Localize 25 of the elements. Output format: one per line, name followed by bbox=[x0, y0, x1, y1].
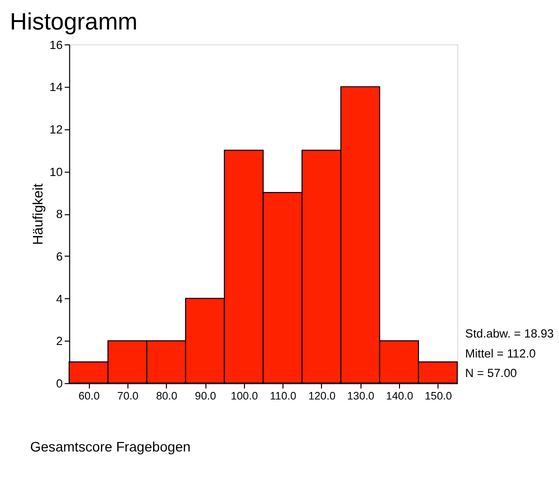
x-tick-label: 110.0 bbox=[270, 390, 296, 402]
x-tick-label: 70.0 bbox=[117, 390, 138, 402]
x-tick-label: 140.0 bbox=[386, 390, 414, 402]
x-tick-label: 90.0 bbox=[194, 390, 216, 402]
text: Std.abw. = 18.93 bbox=[465, 326, 554, 341]
y-tick-label: 16 bbox=[50, 38, 64, 52]
y-tick-label: 6 bbox=[56, 250, 64, 264]
y-tick-label: 8 bbox=[56, 207, 64, 222]
x-tick-label: 60.0 bbox=[78, 390, 100, 402]
y-tick-label: 10 bbox=[50, 164, 64, 179]
x-tick-label: 100.0 bbox=[230, 390, 258, 402]
x-tick-label: 80.0 bbox=[156, 390, 178, 402]
y-tick-label: 2 bbox=[56, 334, 63, 348]
y-axis-title: Häufigkeit bbox=[30, 183, 46, 245]
x-axis-title: Gesamtscore Fragebogen bbox=[30, 438, 191, 455]
text: N = 57.00 bbox=[465, 366, 518, 380]
text: Mittel = 112.0 bbox=[465, 346, 536, 360]
y-tick-label: 4 bbox=[56, 292, 64, 306]
y-tick-label: 12 bbox=[50, 122, 63, 136]
chart-title: Histogramm bbox=[10, 10, 138, 36]
y-tick-label: 0 bbox=[56, 376, 64, 391]
x-tick-label: 130.0 bbox=[347, 390, 374, 402]
x-tick-label: 150.0 bbox=[424, 390, 452, 402]
y-tick-label: 14 bbox=[50, 80, 64, 94]
x-tick-label: 120.0 bbox=[308, 390, 336, 402]
